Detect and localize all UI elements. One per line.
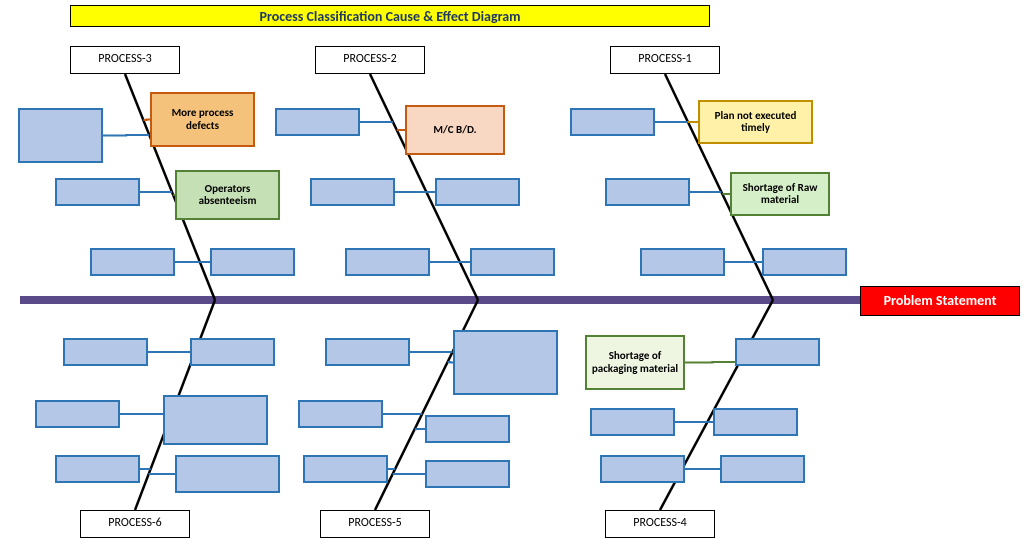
cause-box: [55, 455, 140, 483]
cause-box: [762, 248, 847, 276]
cause-box: [600, 455, 685, 483]
cause-box: [720, 455, 805, 483]
cause-box: [210, 248, 295, 276]
cause-box: [435, 178, 520, 206]
bone-head-p2: PROCESS-2: [315, 46, 425, 74]
cause-shortage-of-raw-material: Shortage of Raw material: [730, 172, 830, 216]
bone-head-p1: PROCESS-1: [610, 46, 720, 74]
cause-box: [345, 248, 430, 276]
cause-box: [275, 108, 360, 136]
cause-box: [570, 108, 655, 136]
cause-shortage-of-packaging-material: Shortage of packaging material: [585, 335, 685, 390]
bone-head-p3: PROCESS-3: [70, 46, 180, 74]
cause-box: [35, 400, 120, 428]
cause-more-process-defects: More process defects: [150, 92, 255, 147]
cause-m-c-b-d: M/C B/D.: [405, 105, 505, 155]
cause-box: [63, 338, 148, 366]
cause-box: [190, 338, 275, 366]
diagram-title: Process Classification Cause & Effect Di…: [70, 5, 710, 27]
bone-head-p6: PROCESS-6: [80, 510, 190, 538]
problem-statement: Problem Statement: [860, 286, 1020, 316]
cause-box: [175, 455, 280, 493]
cause-box: [735, 338, 820, 366]
cause-box: [18, 108, 103, 163]
cause-box: [55, 178, 140, 206]
cause-box: [425, 415, 510, 443]
cause-box: [298, 400, 383, 428]
cause-box: [310, 178, 395, 206]
cause-box: [453, 330, 558, 395]
cause-box: [640, 248, 725, 276]
cause-plan-not-executed-timely: Plan not executed timely: [698, 100, 813, 144]
cause-box: [425, 460, 510, 488]
cause-box: [90, 248, 175, 276]
cause-box: [605, 178, 690, 206]
cause-box: [325, 338, 410, 366]
cause-box: [163, 395, 268, 445]
cause-box: [303, 455, 388, 483]
cause-box: [713, 408, 798, 436]
cause-box: [470, 248, 555, 276]
fishbone-diagram: { "diagram": { "type": "fishbone", "titl…: [0, 0, 1024, 549]
bone-head-p4: PROCESS-4: [605, 510, 715, 538]
cause-operators-absenteeism: Operators absenteeism: [175, 170, 280, 220]
cause-box: [590, 408, 675, 436]
bone-head-p5: PROCESS-5: [320, 510, 430, 538]
